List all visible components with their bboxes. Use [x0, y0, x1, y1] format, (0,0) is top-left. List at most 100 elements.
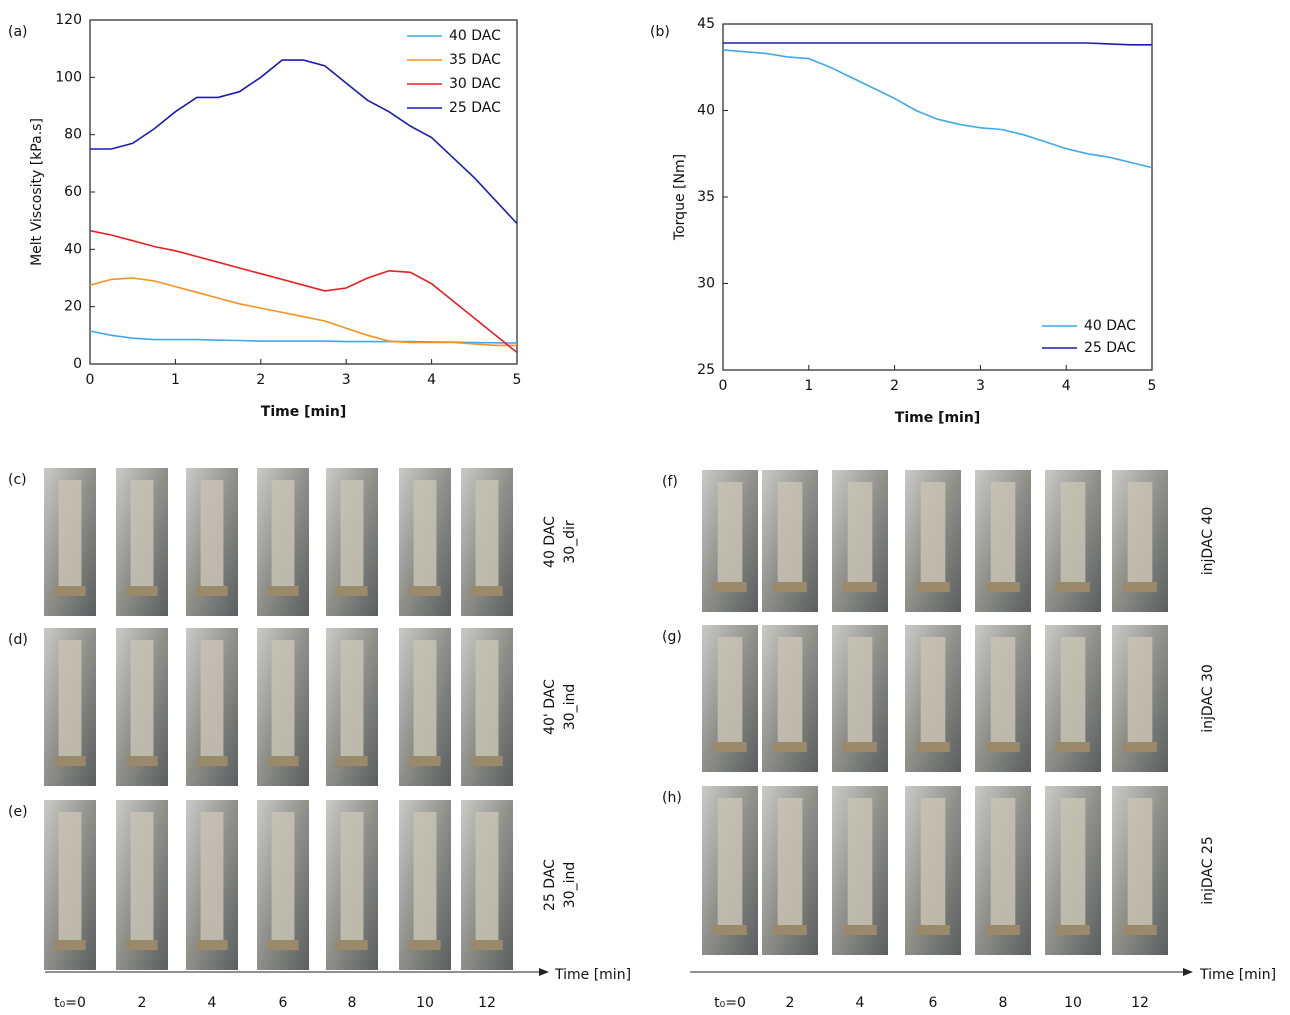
specimen — [847, 637, 873, 744]
panel-label: (g) — [662, 629, 682, 645]
y-tick-label: 35 — [697, 189, 715, 205]
panel-label: (a) — [8, 24, 28, 40]
specimen-base — [916, 925, 950, 935]
panel-label: (e) — [8, 804, 28, 820]
time-label: 4 — [208, 995, 217, 1011]
legend-label: 30 DAC — [449, 76, 501, 92]
specimen-base — [267, 756, 299, 766]
specimen — [990, 637, 1016, 744]
y-tick-label: 45 — [697, 16, 715, 32]
specimen-base — [409, 756, 441, 766]
specimen — [990, 482, 1016, 584]
specimen-base — [1056, 582, 1090, 592]
specimen-base — [916, 582, 950, 592]
row-caption: 40' DAC — [542, 679, 558, 735]
specimen-base — [1056, 742, 1090, 752]
data-line — [89, 229, 518, 354]
specimen — [413, 480, 437, 588]
y-tick-label: 80 — [64, 127, 82, 143]
specimen-base — [267, 586, 299, 596]
x-tick-label: 1 — [804, 378, 813, 394]
specimen — [1127, 482, 1153, 584]
specimen — [271, 812, 295, 942]
specimen — [340, 640, 364, 758]
row-caption: injDAC 40 — [1200, 507, 1216, 576]
x-tick-label: 2 — [256, 372, 265, 388]
time-label: 6 — [929, 995, 938, 1011]
time-label: 2 — [786, 995, 795, 1011]
y-tick-label: 120 — [55, 12, 82, 28]
legend-label: 40 DAC — [449, 28, 501, 44]
y-axis-label: Melt Viscosity [kPa.s] — [29, 118, 45, 266]
specimen — [920, 482, 946, 584]
row-caption: 30_ind — [562, 862, 578, 908]
specimen — [200, 480, 224, 588]
time-label: 6 — [279, 995, 288, 1011]
specimen — [777, 482, 803, 584]
x-tick-label: 4 — [427, 372, 436, 388]
specimen-base — [196, 586, 228, 596]
specimen-base — [843, 742, 877, 752]
time-label: 8 — [999, 995, 1008, 1011]
specimen — [717, 482, 743, 584]
time-label: 8 — [348, 995, 357, 1011]
legend-label: 35 DAC — [449, 52, 501, 68]
legend-label: 25 DAC — [449, 100, 501, 116]
time-label: t₀=0 — [714, 995, 746, 1011]
specimen-base — [409, 940, 441, 950]
specimen — [1127, 637, 1153, 744]
specimen-base — [986, 925, 1020, 935]
specimen-base — [196, 940, 228, 950]
specimen — [777, 637, 803, 744]
specimen-base — [773, 925, 807, 935]
time-label: 10 — [416, 995, 434, 1011]
specimen-base — [986, 582, 1020, 592]
specimen — [130, 812, 154, 942]
specimen-base — [196, 756, 228, 766]
row-caption: 30_dir — [562, 520, 578, 564]
time-axis-title: Time [min] — [1199, 967, 1276, 983]
y-tick-label: 30 — [697, 276, 715, 292]
time-label: 12 — [478, 995, 496, 1011]
specimen — [340, 812, 364, 942]
specimen-base — [336, 940, 368, 950]
specimen-base — [54, 756, 86, 766]
specimen-base — [54, 940, 86, 950]
specimen-base — [471, 756, 503, 766]
specimen — [847, 798, 873, 927]
x-tick-label: 0 — [86, 372, 95, 388]
specimen-base — [126, 586, 158, 596]
specimen — [271, 480, 295, 588]
time-label: 2 — [138, 995, 147, 1011]
legend-label: 40 DAC — [1084, 318, 1136, 334]
specimen — [340, 480, 364, 588]
specimen — [847, 482, 873, 584]
data-line — [722, 49, 1153, 169]
specimen-base — [54, 586, 86, 596]
specimen-base — [336, 756, 368, 766]
panel-label: (h) — [662, 790, 682, 806]
specimen — [58, 812, 82, 942]
x-tick-label: 3 — [976, 378, 985, 394]
time-label: t₀=0 — [54, 995, 86, 1011]
specimen-base — [1056, 925, 1090, 935]
specimen-base — [916, 742, 950, 752]
time-axis-title: Time [min] — [554, 967, 631, 983]
panel-label: (d) — [8, 632, 28, 648]
specimen-base — [336, 586, 368, 596]
y-tick-label: 40 — [697, 103, 715, 119]
panel-label: (b) — [650, 24, 670, 40]
x-axis-label: Time [min] — [261, 404, 346, 420]
specimen — [717, 637, 743, 744]
row-caption: 40 DAC — [542, 516, 558, 568]
specimen — [130, 640, 154, 758]
x-tick-label: 2 — [890, 378, 899, 394]
y-tick-label: 100 — [55, 69, 82, 85]
specimen-base — [409, 586, 441, 596]
x-tick-label: 3 — [342, 372, 351, 388]
specimen-base — [1123, 925, 1157, 935]
specimen — [413, 640, 437, 758]
panel-label: (c) — [8, 472, 27, 488]
specimen — [717, 798, 743, 927]
